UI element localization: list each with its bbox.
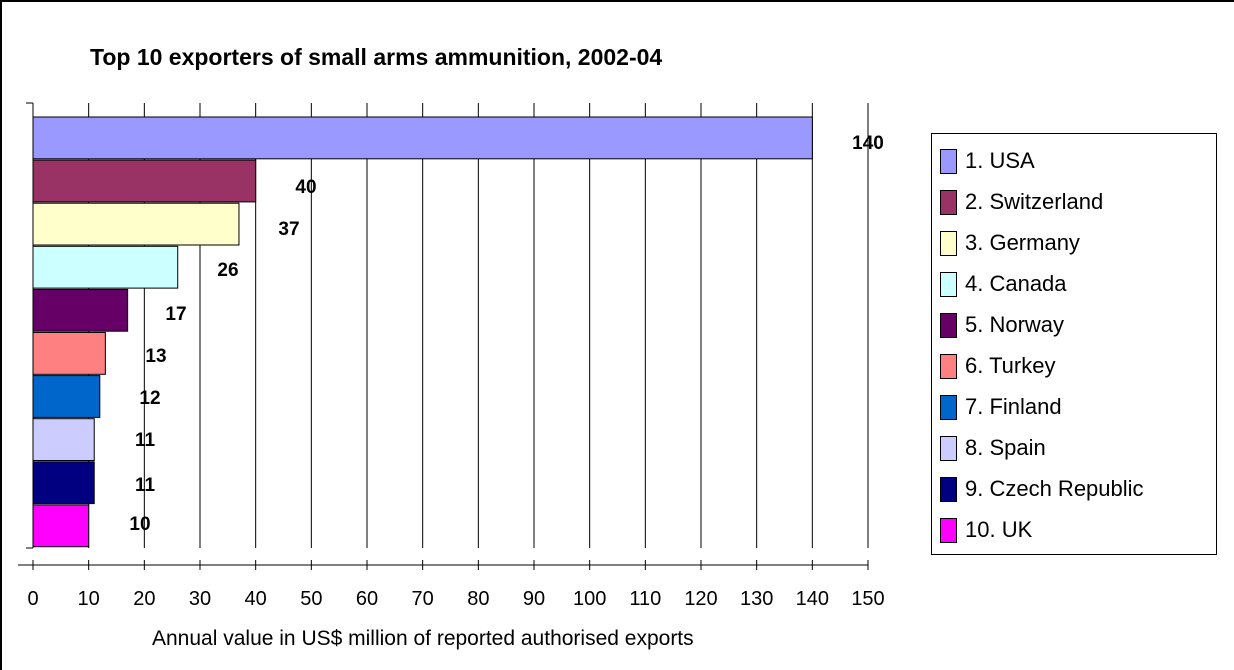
x-tick-label: 80 — [467, 588, 489, 610]
bar — [32, 332, 106, 375]
legend-item: 1. USA — [940, 146, 1035, 176]
legend-swatch — [940, 517, 957, 543]
x-tick-label: 30 — [189, 588, 211, 610]
x-tick-label: 120 — [684, 588, 717, 610]
x-tick-label: 150 — [851, 588, 884, 610]
bar — [32, 418, 95, 462]
legend-item: 5. Norway — [940, 310, 1064, 340]
data-label: 13 — [145, 346, 166, 367]
x-tick-label: 10 — [78, 588, 100, 610]
x-tick-label: 100 — [573, 588, 606, 610]
x-tick-label: 130 — [740, 588, 773, 610]
legend-item: 10. UK — [940, 515, 1032, 545]
x-tick-label: 140 — [796, 588, 829, 610]
legend-item: 2. Switzerland — [940, 187, 1103, 217]
legend-swatch — [940, 148, 957, 174]
bar — [32, 202, 240, 246]
legend-item: 7. Finland — [940, 392, 1062, 422]
bar — [32, 288, 129, 332]
bar — [32, 159, 257, 203]
legend-label: 8. Spain — [965, 435, 1046, 460]
data-label: 10 — [129, 514, 150, 535]
data-label: 17 — [165, 304, 186, 325]
legend-swatch — [940, 435, 957, 461]
bar — [32, 116, 813, 160]
legend-swatch — [940, 312, 957, 338]
legend-label: 5. Norway — [965, 312, 1065, 337]
x-tick-label: 40 — [245, 588, 267, 610]
bar — [32, 245, 179, 289]
legend-swatch — [940, 230, 957, 256]
legend-label: 2. Switzerland — [965, 189, 1104, 214]
chart-title: Top 10 exporters of small arms ammunitio… — [90, 44, 663, 70]
bar — [32, 461, 95, 505]
data-label: 11 — [135, 430, 156, 451]
legend-item: 9. Czech Republic — [940, 474, 1144, 504]
legend-item: 3. Germany — [940, 228, 1080, 258]
legend-label: 6. Turkey — [965, 353, 1056, 378]
x-tick-label: 110 — [629, 588, 661, 610]
legend-swatch — [940, 394, 957, 420]
legend-item: 4. Canada — [940, 269, 1067, 299]
legend-label: 9. Czech Republic — [965, 476, 1144, 501]
x-tick-label: 60 — [356, 588, 378, 610]
legend: 1. USA 2. Switzerland 3. Germany 4. Canada 5… — [931, 133, 1217, 555]
x-tick-label: 50 — [300, 588, 322, 610]
legend-swatch — [940, 189, 957, 215]
bar — [32, 375, 101, 418]
data-label: 140 — [852, 133, 884, 154]
legend-label: 3. Germany — [965, 230, 1080, 255]
data-label: 11 — [135, 475, 156, 496]
data-label: 37 — [278, 219, 299, 240]
legend-label: 1. USA — [965, 148, 1035, 173]
x-axis-title: Annual value in US$ million of reported … — [152, 627, 694, 650]
legend-label: 4. Canada — [965, 271, 1067, 296]
bar — [32, 504, 90, 548]
data-label: 40 — [295, 177, 316, 198]
legend-swatch — [940, 353, 957, 379]
x-tick-label: 90 — [523, 588, 545, 610]
legend-label: 10. UK — [965, 517, 1033, 542]
x-tick-label: 20 — [133, 588, 155, 610]
data-label: 12 — [139, 388, 160, 409]
legend-label: 7. Finland — [965, 394, 1062, 419]
legend-item: 6. Turkey — [940, 351, 1055, 381]
x-tick-label: 0 — [27, 588, 38, 610]
legend-item: 8. Spain — [940, 433, 1046, 463]
data-label: 26 — [217, 260, 238, 281]
legend-swatch — [940, 271, 957, 297]
x-tick-label: 70 — [412, 588, 434, 610]
legend-swatch — [940, 476, 957, 502]
